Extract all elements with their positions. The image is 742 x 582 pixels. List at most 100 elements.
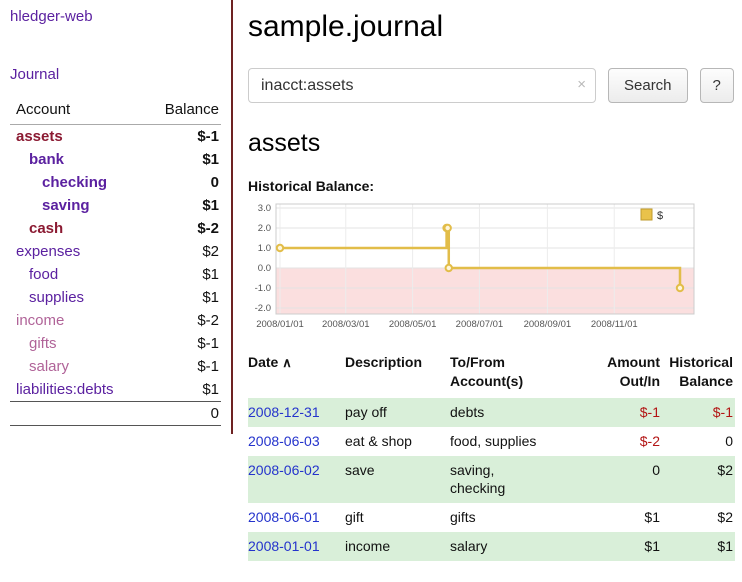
accounts-total: 0: [146, 401, 221, 426]
transaction-amount: $-2: [639, 432, 660, 449]
col-date[interactable]: Date ∧: [248, 354, 292, 370]
search-box: ×: [248, 68, 596, 103]
svg-text:2008/07/01: 2008/07/01: [456, 319, 504, 330]
transaction-amount: $-1: [590, 397, 662, 427]
account-link-liabilities-debts[interactable]: liabilities:debts: [16, 381, 114, 398]
account-balance: $-1: [197, 335, 219, 352]
account-balance: $1: [202, 266, 219, 283]
account-heading: assets: [248, 129, 321, 157]
account-link-gifts[interactable]: gifts: [29, 335, 57, 352]
account-link-assets[interactable]: assets: [16, 128, 63, 145]
account-row: food $1: [10, 263, 221, 286]
transaction-accounts: debts: [450, 397, 590, 427]
svg-text:0.0: 0.0: [258, 263, 271, 274]
search-input[interactable]: [248, 68, 596, 103]
search-button[interactable]: Search: [608, 68, 688, 103]
account-balance: $-1: [197, 358, 219, 375]
svg-text:-1.0: -1.0: [255, 283, 271, 294]
help-button[interactable]: ?: [699, 68, 734, 103]
account-balance: $-1: [197, 128, 219, 145]
transaction-accounts: salary: [450, 532, 590, 562]
register-row: 2008-12-31 pay off debts $-1 $-1: [248, 397, 735, 427]
register-table: Date ∧ Description To/From Account(s) Am…: [248, 351, 735, 562]
account-balance: $-2: [197, 220, 219, 237]
transaction-balance: $1: [662, 532, 735, 562]
account-balance: $1: [202, 381, 219, 398]
account-row: liabilities:debts $1: [10, 378, 221, 402]
search-bar: × Search ?: [248, 68, 735, 103]
svg-text:2008/05/01: 2008/05/01: [389, 319, 437, 330]
transaction-description: save: [345, 455, 450, 504]
account-row: bank $1: [10, 148, 221, 171]
account-row: cash $-2: [10, 217, 221, 240]
accounts-header-row: Account Balance: [10, 99, 221, 125]
main-content: sample.journal × Search ? assets Histori…: [248, 0, 735, 562]
accounts-total-row: 0: [10, 401, 221, 426]
transaction-balance: $-1: [662, 397, 735, 427]
transaction-balance: 0: [725, 432, 733, 449]
account-balance: $2: [202, 243, 219, 260]
account-link-bank[interactable]: bank: [29, 151, 65, 168]
transaction-amount: 0: [590, 455, 662, 504]
account-link-salary[interactable]: salary: [29, 358, 70, 375]
transaction-amount: $1: [590, 532, 662, 562]
account-row: gifts $-1: [10, 332, 221, 355]
account-balance: $1: [202, 151, 219, 168]
transaction-accounts: gifts: [450, 509, 476, 526]
account-row: salary $-1: [10, 355, 221, 378]
account-balance: $1: [202, 197, 219, 214]
svg-text:2008/09/01: 2008/09/01: [524, 319, 572, 330]
account-link-income[interactable]: income: [16, 312, 65, 329]
transaction-date-link[interactable]: 2008-06-03: [248, 432, 320, 449]
account-balance: 0: [210, 174, 219, 191]
svg-text:2008/03/01: 2008/03/01: [322, 319, 370, 330]
account-link-saving[interactable]: saving: [42, 197, 90, 214]
transaction-description: income: [345, 532, 450, 562]
transaction-balance: $2: [717, 509, 733, 526]
transaction-description: pay off: [345, 397, 450, 427]
svg-text:3.0: 3.0: [258, 203, 271, 214]
transaction-date-link[interactable]: 2008-06-01: [248, 509, 320, 526]
account-link-expenses[interactable]: expenses: [16, 243, 81, 260]
col-balance: Historical Balance: [669, 354, 733, 389]
account-row: saving $1: [10, 194, 221, 217]
svg-text:2008/11/01: 2008/11/01: [591, 319, 638, 330]
account-link-supplies[interactable]: supplies: [29, 289, 85, 306]
transaction-description: eat & shop: [345, 432, 412, 449]
account-row: expenses $2: [10, 240, 221, 263]
register-row: 2008-06-02 save saving, checking 0 $2: [248, 455, 735, 504]
sort-asc-icon: ∧: [282, 355, 292, 370]
sidebar-item-journal[interactable]: Journal: [10, 66, 60, 83]
col-accounts: To/From Account(s): [450, 354, 524, 389]
svg-text:2008/01/01: 2008/01/01: [256, 319, 304, 330]
transaction-balance: $2: [662, 455, 735, 504]
transaction-accounts: food, supplies: [450, 432, 537, 449]
account-row: income $-2: [10, 309, 221, 332]
account-link-cash[interactable]: cash: [29, 220, 64, 237]
register-row: 2008-01-01 income salary $1 $1: [248, 532, 735, 562]
svg-text:-2.0: -2.0: [255, 303, 271, 314]
transaction-date-link[interactable]: 2008-01-01: [248, 538, 320, 555]
transaction-date-link[interactable]: 2008-06-02: [248, 461, 320, 478]
balance-chart-svg: 3.0 2.0 1.0 0.0 -1.0 -2.0 2008/01/01 2008/03/01…: [255, 203, 695, 330]
transaction-description: gift: [345, 509, 364, 526]
account-balance: $1: [202, 289, 219, 306]
account-link-food[interactable]: food: [29, 266, 59, 283]
svg-text:2.0: 2.0: [258, 223, 271, 234]
register-row: 2008-06-01 gift gifts $1 $2: [248, 503, 735, 532]
accounts-col-account: Account: [10, 99, 147, 125]
transaction-amount: $1: [644, 509, 660, 526]
chart-title: Historical Balance:: [248, 178, 375, 194]
transaction-date-link[interactable]: 2008-12-31: [248, 403, 320, 420]
account-link-checking[interactable]: checking: [42, 174, 108, 191]
sidebar: hledger-web Journal Account Balance asse…: [0, 0, 233, 434]
app-title-link[interactable]: hledger-web: [10, 8, 93, 25]
transaction-accounts: saving, checking: [450, 455, 590, 504]
account-row: checking 0: [10, 171, 221, 194]
clear-search-icon[interactable]: ×: [577, 76, 586, 93]
svg-text:$: $: [657, 210, 663, 222]
col-description: Description: [345, 354, 423, 370]
svg-text:1.0: 1.0: [258, 243, 271, 254]
account-row: supplies $1: [10, 286, 221, 309]
account-balance: $-2: [197, 312, 219, 329]
